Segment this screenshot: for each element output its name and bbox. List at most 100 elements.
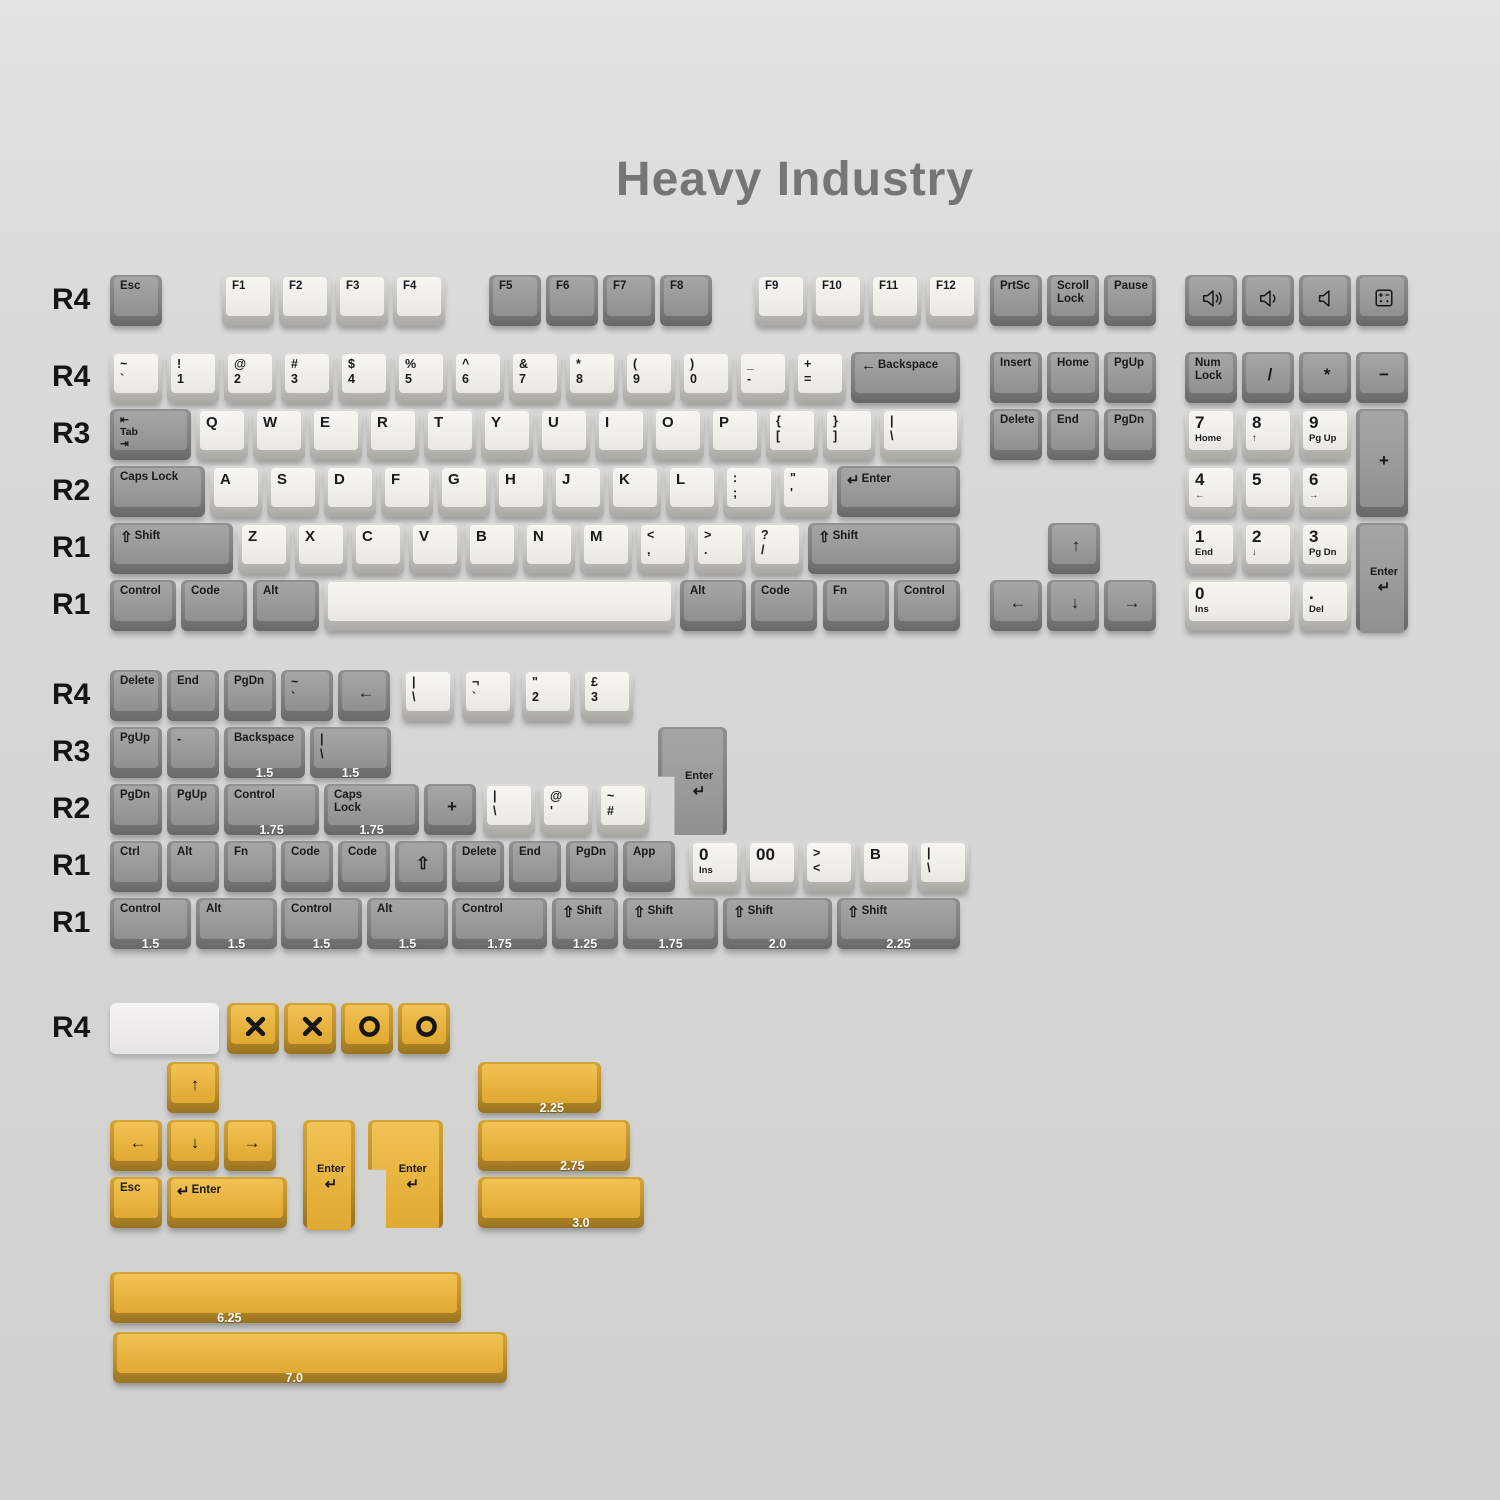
key-a: A xyxy=(210,466,262,517)
backspace-arrow-icon: ← xyxy=(861,357,876,374)
shift-arrow-icon: ⇧ xyxy=(120,529,133,546)
size-label: 1.5 xyxy=(312,937,331,951)
key-shift: ⇧ Shift 1.75 xyxy=(623,898,718,951)
key-pgdn: PgDn xyxy=(1104,409,1156,460)
key-symbol: " ' xyxy=(780,466,832,517)
key-numpad-minus: − xyxy=(1356,352,1408,403)
key-symbol: }] xyxy=(823,409,875,460)
key-x-novelty xyxy=(227,1003,279,1054)
key-o: O xyxy=(652,409,704,460)
key-code: Code xyxy=(338,841,390,892)
size-label: 1.5 xyxy=(141,937,160,951)
key-code: Code xyxy=(751,580,817,631)
key-x: X xyxy=(295,523,347,574)
key-pipe: | \ xyxy=(880,409,961,460)
row-label: R1 xyxy=(52,531,91,564)
key-5: 5 xyxy=(1242,466,1294,517)
o-novelty-icon xyxy=(413,1013,440,1040)
key-insert: Insert xyxy=(990,352,1042,403)
key-control: Control 1.75 xyxy=(224,784,319,837)
key-symbol: > < xyxy=(803,841,855,892)
key-arrow-left: ← xyxy=(338,670,390,721)
key-6: ^ 6 xyxy=(452,352,504,403)
key-symbol: ~ # xyxy=(597,784,649,835)
key-app: App xyxy=(623,841,675,892)
page-title: Heavy Industry xyxy=(615,153,975,206)
key-7: & 7 xyxy=(509,352,561,403)
key-control: Control xyxy=(110,580,176,631)
key-pipe: | \ 1.5 xyxy=(310,727,391,780)
key-spacebar-6-25u: 6.25 xyxy=(110,1272,461,1325)
key-shift: ⇧ xyxy=(395,841,447,892)
key-9-pg-up: 9 Pg Up xyxy=(1299,409,1351,460)
key-volume-mute xyxy=(1299,275,1351,326)
key-f9: F9 xyxy=(755,275,807,326)
key-r: R xyxy=(367,409,419,460)
key-4: 4 ← xyxy=(1185,466,1237,517)
key-dash: - xyxy=(167,727,219,778)
key-f: F xyxy=(381,466,433,517)
key-volume-up xyxy=(1185,275,1237,326)
key-alt: Alt xyxy=(680,580,746,631)
key-symbol: | \ xyxy=(402,670,454,721)
key-d: D xyxy=(324,466,376,517)
key-2: 2 ↓ xyxy=(1242,523,1294,574)
key-spacebar xyxy=(324,580,675,631)
key-alt: Alt xyxy=(167,841,219,892)
key-f7: F7 xyxy=(603,275,655,326)
key-tab: ⇤ Tab ⇥ xyxy=(110,409,191,460)
key-spacebar-7-0u: 7.0 xyxy=(113,1332,507,1385)
key-arrow-up: ↑ xyxy=(1048,523,1100,574)
key-numpad-multiply: * xyxy=(1299,352,1351,403)
key-arrow-up: ↑ xyxy=(167,1062,219,1113)
shift-arrow-icon: ⇧ xyxy=(818,529,831,546)
key-novelty xyxy=(1356,275,1408,326)
key-j: J xyxy=(552,466,604,517)
key-del: . Del xyxy=(1299,580,1351,631)
key-o-novelty xyxy=(341,1003,393,1054)
key-8: * 8 xyxy=(566,352,618,403)
key-f1: F1 xyxy=(222,275,274,326)
key-x-novelty xyxy=(284,1003,336,1054)
o-novelty-icon xyxy=(356,1013,383,1040)
key-f3: F3 xyxy=(336,275,388,326)
size-label: 2.75 xyxy=(560,1159,585,1173)
key-arrow-left: ← xyxy=(110,1120,162,1171)
key-5: % 5 xyxy=(395,352,447,403)
key-bar-3-0u: 3.0 xyxy=(478,1177,644,1230)
row-label: R3 xyxy=(52,417,91,450)
size-label: 2.25 xyxy=(886,937,911,951)
key-3: £3 xyxy=(581,670,633,721)
shift-arrow-icon: ⇧ xyxy=(847,904,860,921)
key-z: Z xyxy=(238,523,290,574)
key-left-shift: ⇧ Shift xyxy=(110,523,233,574)
key-g: G xyxy=(438,466,490,517)
key-7-home: 7 Home xyxy=(1185,409,1237,460)
key-caps-lock: Caps Lock xyxy=(110,466,205,517)
row-label: R2 xyxy=(52,474,91,507)
key-f6: F6 xyxy=(546,275,598,326)
key-right-shift: ⇧ Shift xyxy=(808,523,960,574)
key-c: C xyxy=(352,523,404,574)
key-pgup: PgUp xyxy=(110,727,162,778)
key-enter: ↵ Enter xyxy=(167,1177,287,1228)
key-h: H xyxy=(495,466,547,517)
key-pgdn: PgDn xyxy=(566,841,618,892)
row-label: R1 xyxy=(52,849,91,882)
key-esc: Esc xyxy=(110,1177,162,1228)
key-arrow-right: → xyxy=(224,1120,276,1171)
key-symbol: {[ xyxy=(766,409,818,460)
key-end: End xyxy=(509,841,561,892)
size-label: 1.75 xyxy=(359,823,384,837)
key-alt: Alt 1.5 xyxy=(367,898,448,951)
key-backspace: ← Backspace xyxy=(851,352,960,403)
key-symbol: _ - xyxy=(737,352,789,403)
key-blank-spacer xyxy=(110,1003,219,1054)
key-00: 00 xyxy=(746,841,798,892)
key-f5: F5 xyxy=(489,275,541,326)
key-pause: Pause xyxy=(1104,275,1156,326)
key-symbol: :; xyxy=(723,466,775,517)
key-tilde: ~ ` xyxy=(110,352,162,403)
key-pgdn: PgDn xyxy=(224,670,276,721)
key-numpad-enter: Enter ↵ xyxy=(303,1120,355,1230)
